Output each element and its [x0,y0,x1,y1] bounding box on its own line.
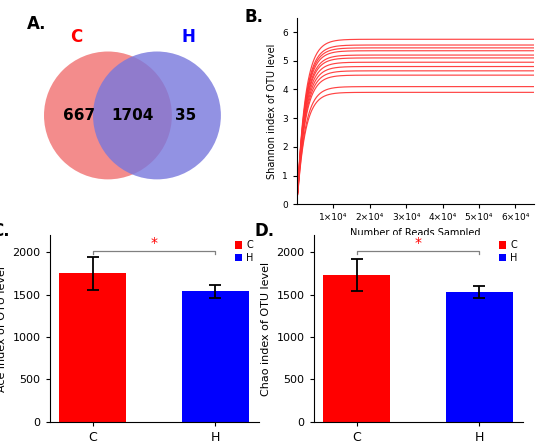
Text: 667: 667 [63,108,95,123]
Bar [59,274,126,422]
Text: 35: 35 [175,108,196,123]
Text: *: * [415,236,421,250]
Bar [182,291,249,422]
Text: B.: B. [245,8,264,27]
Text: D.: D. [255,222,275,240]
Text: C: C [70,28,82,46]
Legend: C, H: C, H [499,240,518,263]
Circle shape [93,52,221,179]
Y-axis label: Shannon index of OTU level: Shannon index of OTU level [267,44,277,178]
Bar [323,275,390,422]
X-axis label: Number of Reads Sampled: Number of Reads Sampled [350,228,481,238]
Circle shape [44,52,172,179]
Y-axis label: Ace index of OTU level: Ace index of OTU level [0,266,7,392]
Text: A.: A. [27,15,46,33]
Y-axis label: Chao index of OTU level: Chao index of OTU level [261,262,271,396]
Legend: C, H: C, H [235,240,254,263]
Text: H: H [182,28,196,46]
Text: 1704: 1704 [111,108,153,123]
Text: *: * [151,236,157,250]
Bar [446,292,513,422]
Text: C.: C. [0,222,9,240]
